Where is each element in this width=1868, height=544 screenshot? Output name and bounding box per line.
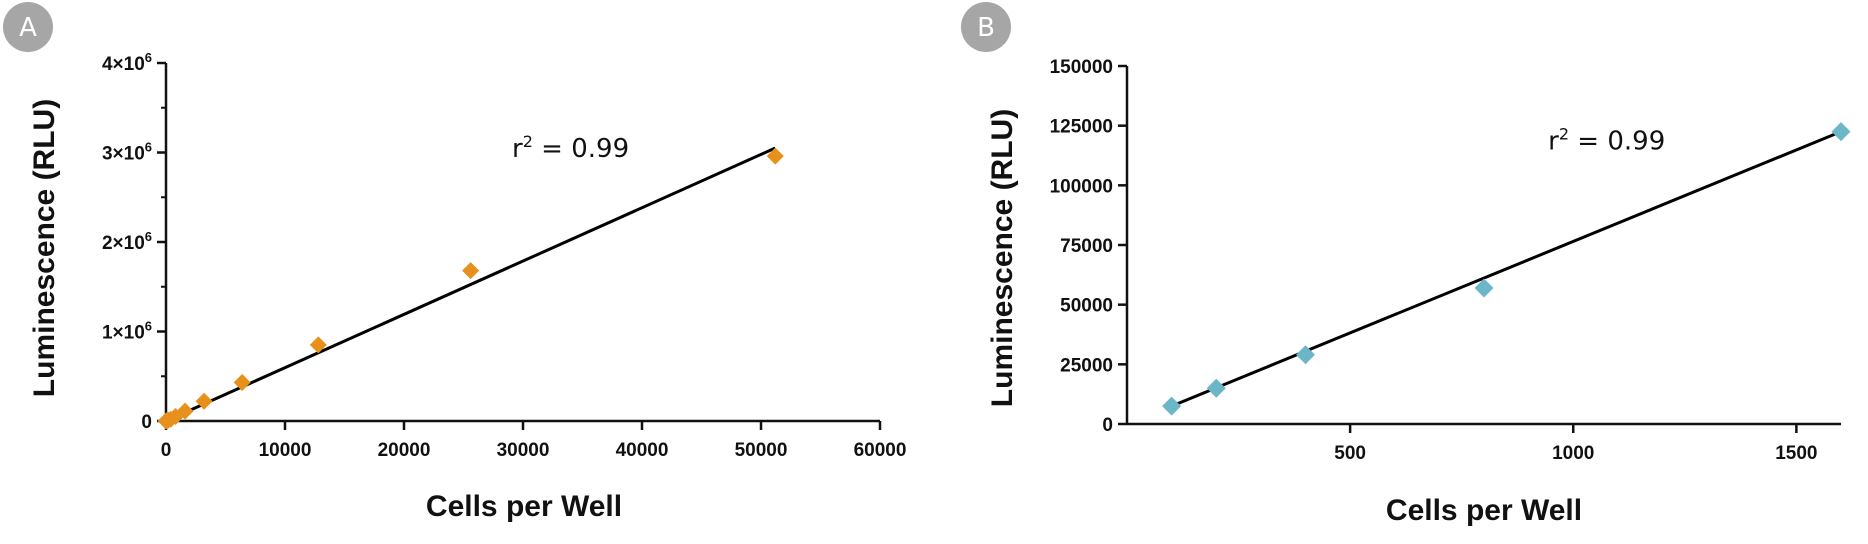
panel-b-y-axis-title: Luminescence (RLU) (986, 109, 1019, 407)
panel-b-data-point (1296, 345, 1315, 365)
panel-b-data-point (1162, 396, 1182, 416)
panel-b-y-tick-label: 75000 (1060, 236, 1113, 257)
panel-b-data-point (1206, 378, 1226, 398)
panel-b-badge-circle (961, 2, 1011, 52)
panel-a-badge-circle (3, 2, 53, 52)
panel-a-x-tick-label: 30000 (497, 440, 550, 461)
panel-a-badge: A (3, 2, 53, 52)
panel-a-y-tick-label: 0 (141, 412, 152, 433)
panel-b-y-tick-label: 0 (1102, 415, 1113, 436)
panel-b-y-tick-label: 100000 (1050, 176, 1113, 197)
panel-b-badge: B (961, 2, 1011, 52)
panel-b-r2-annotation: r2 = 0.99 (1548, 125, 1665, 157)
panel-a-r2-annotation: r2 = 0.99 (512, 132, 629, 164)
panel-a-fit-line (165, 146, 776, 423)
panel-b-x-tick-label: 1000 (1552, 443, 1594, 464)
panel-a-data-point (462, 262, 480, 280)
panel-a-y-tick-label: 4×106 (102, 50, 152, 75)
panel-a-data-point (766, 147, 784, 165)
panel-a-y-tick-label: 1×106 (102, 319, 152, 344)
panel-a-x-tick-label: 10000 (259, 440, 312, 461)
panel-b-x-tick-label: 1500 (1775, 443, 1817, 464)
chart-panel-b: Cells per Well Luminescence (RLU) 500 100… (986, 57, 1851, 527)
panel-b-data-point (1831, 122, 1851, 142)
panel-b-y-tick-label: 150000 (1050, 57, 1113, 78)
panel-a-badge-label: A (19, 13, 37, 43)
panel-b-y-tick-label: 25000 (1060, 355, 1113, 376)
panel-a-y-tick-label: 3×106 (102, 140, 152, 165)
chart-panel-a: Cells per Well Luminescence (RLU) 0 10000… (28, 50, 906, 523)
panel-b-badge-label: B (977, 13, 995, 43)
panel-a-data-point (233, 374, 251, 392)
panel-a-y-tick-label: 2×106 (102, 229, 152, 254)
panel-a-data-point (195, 392, 213, 410)
panel-a-x-tick-label: 0 (161, 440, 172, 461)
panel-b-data-point (1474, 278, 1494, 298)
panel-b-x-tick-label: 500 (1334, 443, 1366, 464)
panel-a-data-point (309, 336, 327, 354)
panel-a-x-axis-title: Cells per Well (426, 490, 622, 523)
panel-b-y-tick-label: 125000 (1050, 117, 1113, 138)
panel-a-x-tick-label: 40000 (616, 440, 669, 461)
panel-b-fit-line (1171, 130, 1842, 408)
panel-a-x-tick-label: 20000 (378, 440, 431, 461)
panel-a-x-tick-label: 50000 (735, 440, 788, 461)
panel-b-x-axis-title: Cells per Well (1386, 494, 1582, 527)
panel-a-y-axis-title: Luminescence (RLU) (28, 99, 61, 397)
panel-b-y-tick-label: 50000 (1060, 296, 1113, 317)
panel-a-data-point (176, 402, 194, 420)
panel-a-x-tick-label: 60000 (854, 440, 907, 461)
